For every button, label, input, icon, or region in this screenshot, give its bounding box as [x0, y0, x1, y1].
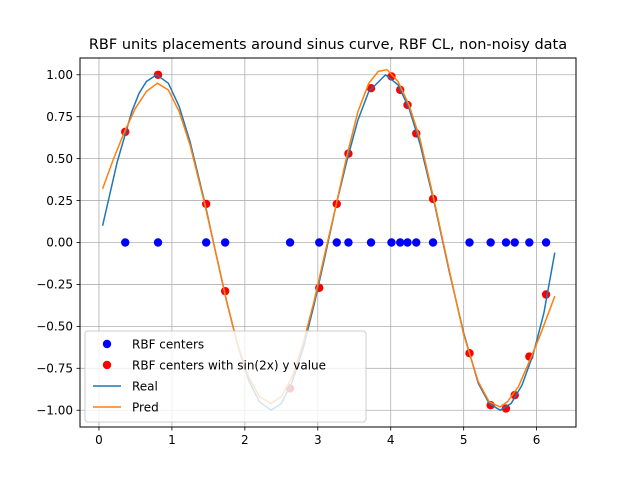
legend-box	[84, 330, 367, 423]
rbf-center-point	[285, 238, 295, 247]
legend-marker	[102, 339, 112, 349]
rbf-center-point	[525, 238, 534, 247]
rbf-center-sin-point	[501, 404, 511, 413]
rbf-center-point	[315, 238, 324, 247]
y-tick-label: 1.00	[46, 68, 73, 82]
rbf-center-point	[220, 238, 230, 247]
x-tick-label: 6	[533, 433, 541, 447]
rbf-center-point	[153, 238, 163, 247]
rbf-center-point	[366, 238, 376, 247]
x-tick-label: 1	[168, 433, 176, 447]
rbf-center-point	[510, 238, 519, 247]
rbf-center-point	[387, 238, 396, 247]
y-tick-label: 0.25	[46, 194, 73, 208]
y-tick-label: −1.00	[36, 403, 73, 417]
y-tick-label: −0.25	[36, 278, 73, 292]
rbf-center-point	[332, 238, 341, 247]
y-tick-label: −0.50	[36, 320, 73, 334]
rbf-center-sin-point	[220, 286, 230, 296]
rbf-center-point	[541, 238, 551, 247]
y-tick-label: 0.50	[46, 152, 73, 166]
y-tick-label: 0.00	[46, 236, 73, 250]
rbf-center-point	[396, 238, 405, 247]
rbf-center-point	[486, 238, 495, 247]
y-tick-label: −0.75	[36, 361, 73, 375]
rbf-center-sin-point	[366, 83, 376, 93]
x-tick-label: 2	[241, 433, 249, 447]
pred-line	[101, 68, 556, 408]
chart-title: RBF units placements around sinus curve,…	[89, 37, 567, 53]
legend: RBF centers RBF centers with sin(2x) y va…	[84, 330, 367, 423]
x-tick-label: 3	[314, 433, 322, 447]
rbf-center-point	[201, 238, 211, 247]
axis-ticks: 0 1 2 3 4 5 6 −1.00 −0.75 −0.50 −0.25 0.00 0.25 0.50 0…	[36, 68, 540, 447]
legend-label: Real	[132, 379, 158, 393]
rbf-center-point	[121, 238, 130, 247]
legend-label: RBF centers	[132, 337, 204, 351]
rbf-center-point	[501, 238, 511, 247]
legend-label: RBF centers with sin(2x) y value	[132, 358, 326, 372]
rbf-center-point	[403, 238, 412, 247]
legend-marker	[102, 360, 112, 370]
rbf-center-point	[412, 238, 421, 247]
rbf-center-point	[465, 238, 474, 247]
y-tick-label: 0.75	[46, 110, 73, 124]
x-tick-label: 4	[387, 433, 395, 447]
x-tick-label: 0	[95, 433, 103, 447]
rbf-center-point	[344, 238, 353, 247]
x-tick-label: 5	[460, 433, 468, 447]
legend-label: Pred	[132, 400, 159, 414]
rbf-center-point	[428, 238, 438, 247]
